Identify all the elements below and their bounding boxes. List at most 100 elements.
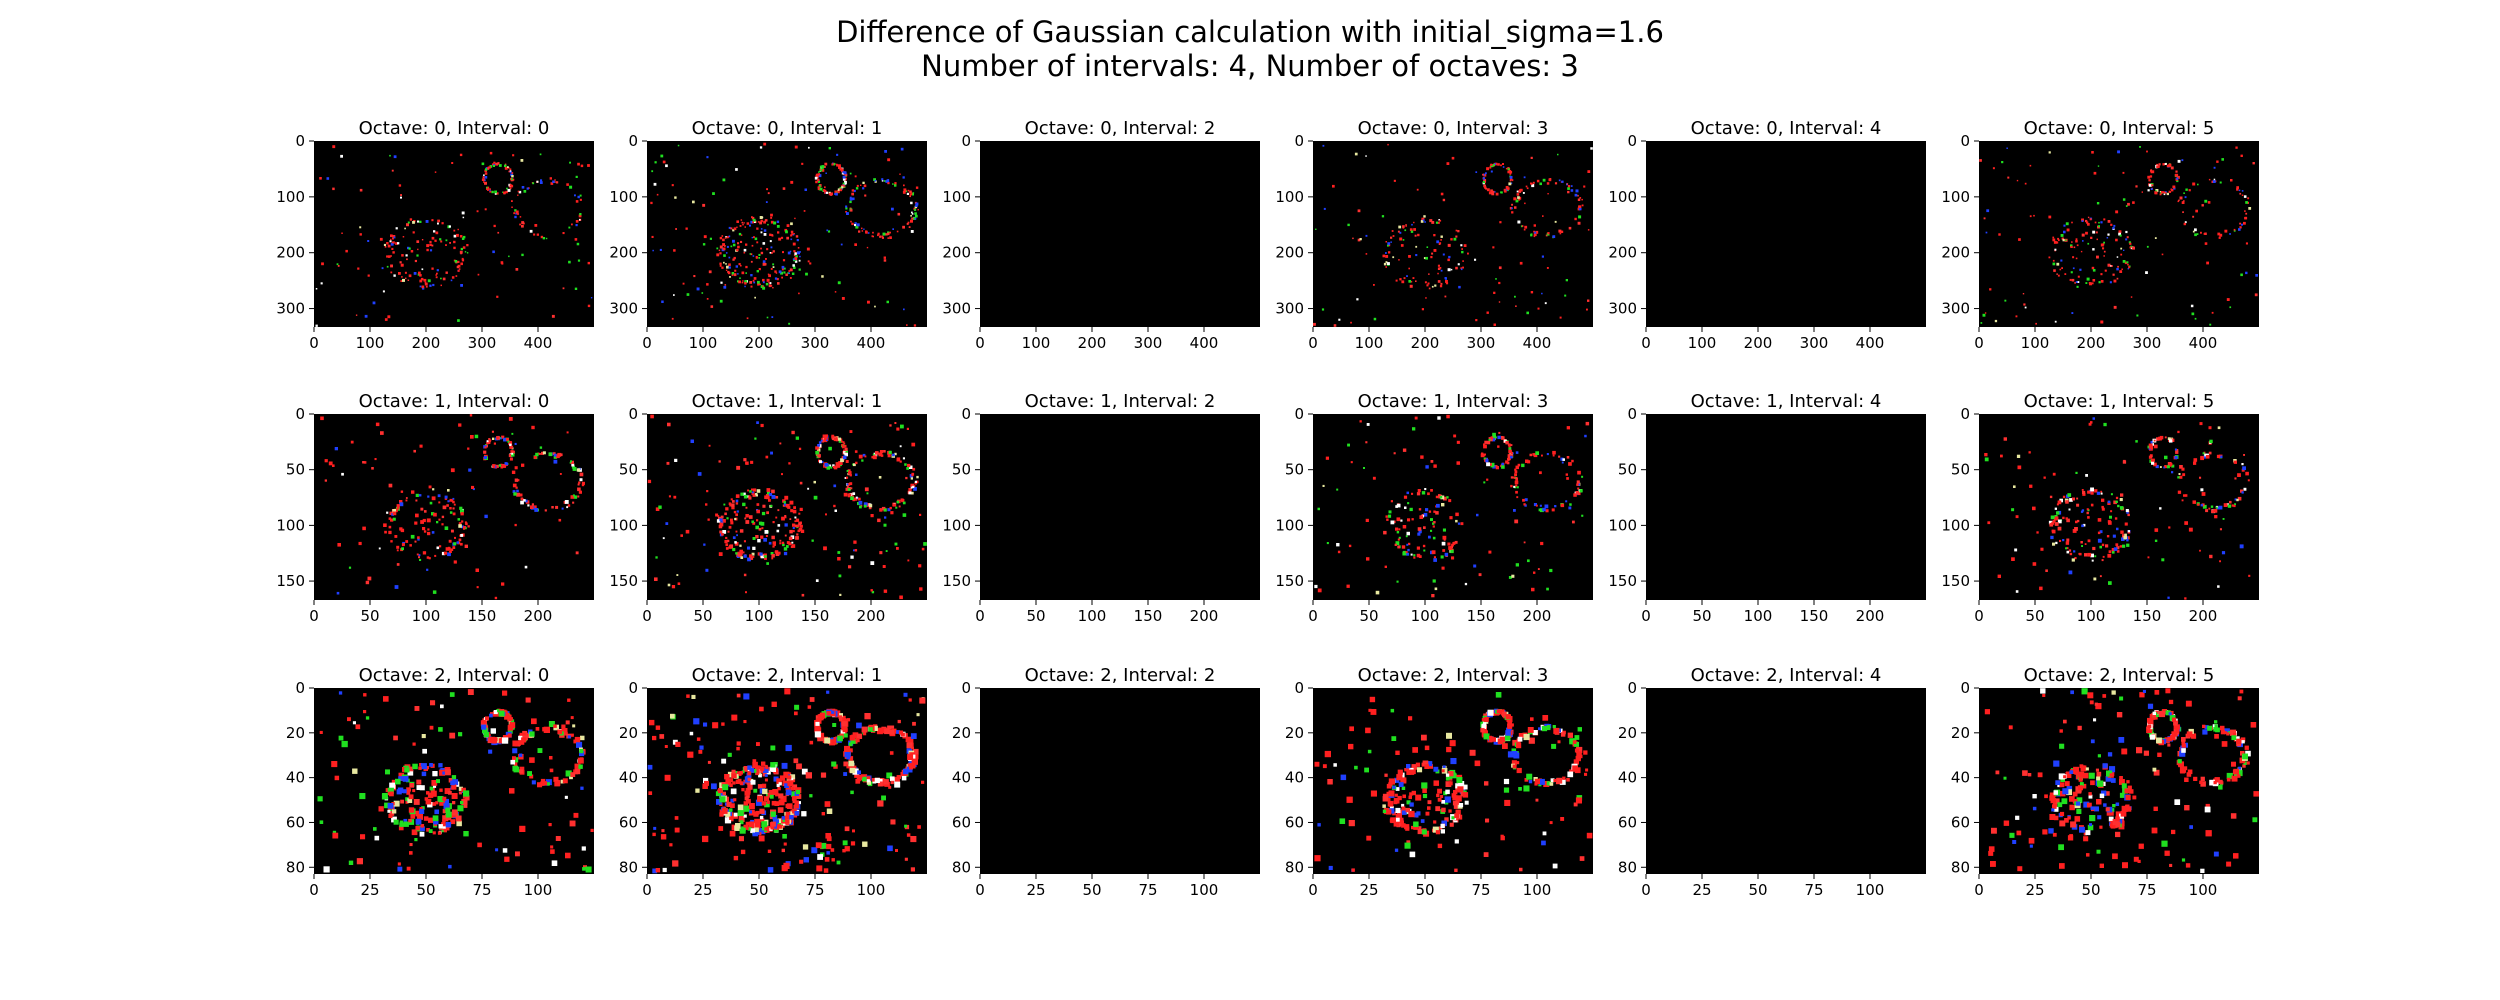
response-point [1568, 462, 1572, 466]
response-point [501, 582, 505, 586]
response-point [671, 317, 674, 320]
response-point [881, 178, 884, 181]
response-point [1406, 770, 1411, 775]
response-point [416, 785, 422, 790]
response-point [755, 799, 763, 806]
response-point [396, 563, 400, 566]
response-point [791, 541, 794, 544]
response-point [511, 450, 515, 454]
response-point [422, 518, 426, 523]
response-point [748, 821, 755, 828]
response-point [833, 764, 838, 769]
response-point [1510, 182, 1513, 184]
response-point [2057, 237, 2059, 240]
response-point [1395, 541, 1400, 545]
response-point [894, 184, 897, 187]
response-point [1420, 220, 1424, 223]
x-tick-label: 0 [1641, 881, 1651, 899]
response-point [693, 275, 696, 278]
response-point [1553, 779, 1557, 782]
response-point [726, 245, 729, 248]
response-point [1488, 736, 1494, 742]
response-point [781, 816, 786, 820]
response-point [1357, 209, 1361, 213]
response-point [754, 827, 759, 833]
response-point [2069, 552, 2073, 556]
response-point [2178, 473, 2181, 475]
response-point [525, 697, 531, 703]
response-point [2111, 548, 2115, 552]
response-point [2094, 489, 2098, 493]
response-point [467, 447, 470, 450]
response-point [902, 513, 907, 517]
response-point [1441, 807, 1446, 813]
response-point [1317, 507, 1320, 511]
response-point [1416, 188, 1419, 191]
response-point [1314, 855, 1321, 862]
response-point [794, 516, 797, 519]
response-point [1533, 571, 1536, 574]
response-point [1435, 221, 1439, 224]
response-point [2090, 487, 2094, 492]
response-point [1397, 538, 1400, 541]
response-point [324, 459, 328, 463]
response-point [460, 247, 463, 251]
response-point [1559, 232, 1562, 235]
response-point [2116, 267, 2119, 271]
response-point [834, 193, 836, 195]
response-point [1514, 519, 1519, 524]
response-point [2107, 233, 2110, 236]
response-point [1431, 221, 1435, 224]
response-point [487, 168, 490, 170]
y-tick-label: 40 [286, 769, 305, 787]
response-point [1446, 496, 1449, 499]
y-tick-label: 60 [952, 813, 971, 831]
response-point [500, 465, 504, 469]
response-point [2233, 504, 2236, 508]
response-point [1444, 796, 1451, 803]
response-point [554, 780, 560, 787]
response-point [2227, 504, 2232, 508]
response-point [2070, 271, 2073, 274]
response-point [848, 471, 852, 475]
response-point [441, 523, 444, 526]
response-point [1437, 272, 1439, 275]
response-point [549, 768, 554, 773]
response-point [849, 767, 856, 774]
response-point [2069, 498, 2073, 502]
response-point [896, 230, 899, 233]
response-point [509, 170, 512, 173]
dog-panel: Octave: 0, Interval: 00 100 200 300 40001002… [276, 118, 594, 352]
response-point [341, 232, 343, 234]
response-point [828, 464, 832, 467]
response-point [429, 249, 433, 252]
response-point [730, 798, 735, 803]
response-point [1495, 692, 1502, 698]
response-point [1442, 528, 1446, 532]
response-point [1478, 573, 1482, 577]
response-point [2155, 464, 2159, 469]
response-point [452, 546, 456, 549]
response-point [1313, 322, 1316, 326]
response-point [730, 803, 735, 808]
response-point [680, 534, 683, 537]
response-point [834, 509, 837, 512]
y-tick-label: 300 [609, 300, 638, 318]
response-point [781, 265, 785, 269]
response-point [2209, 323, 2212, 326]
response-point [1411, 825, 1415, 830]
response-point [1424, 488, 1427, 491]
response-point [387, 787, 394, 794]
response-point [399, 527, 403, 531]
response-point [848, 760, 855, 767]
response-point [825, 438, 828, 442]
response-point [836, 860, 841, 865]
response-point [1542, 178, 1546, 182]
response-point [662, 160, 666, 164]
response-point [1462, 266, 1464, 269]
response-point [389, 811, 395, 816]
response-point [487, 440, 491, 444]
response-point [1997, 574, 2001, 578]
response-point [384, 245, 387, 248]
response-point [883, 508, 887, 512]
